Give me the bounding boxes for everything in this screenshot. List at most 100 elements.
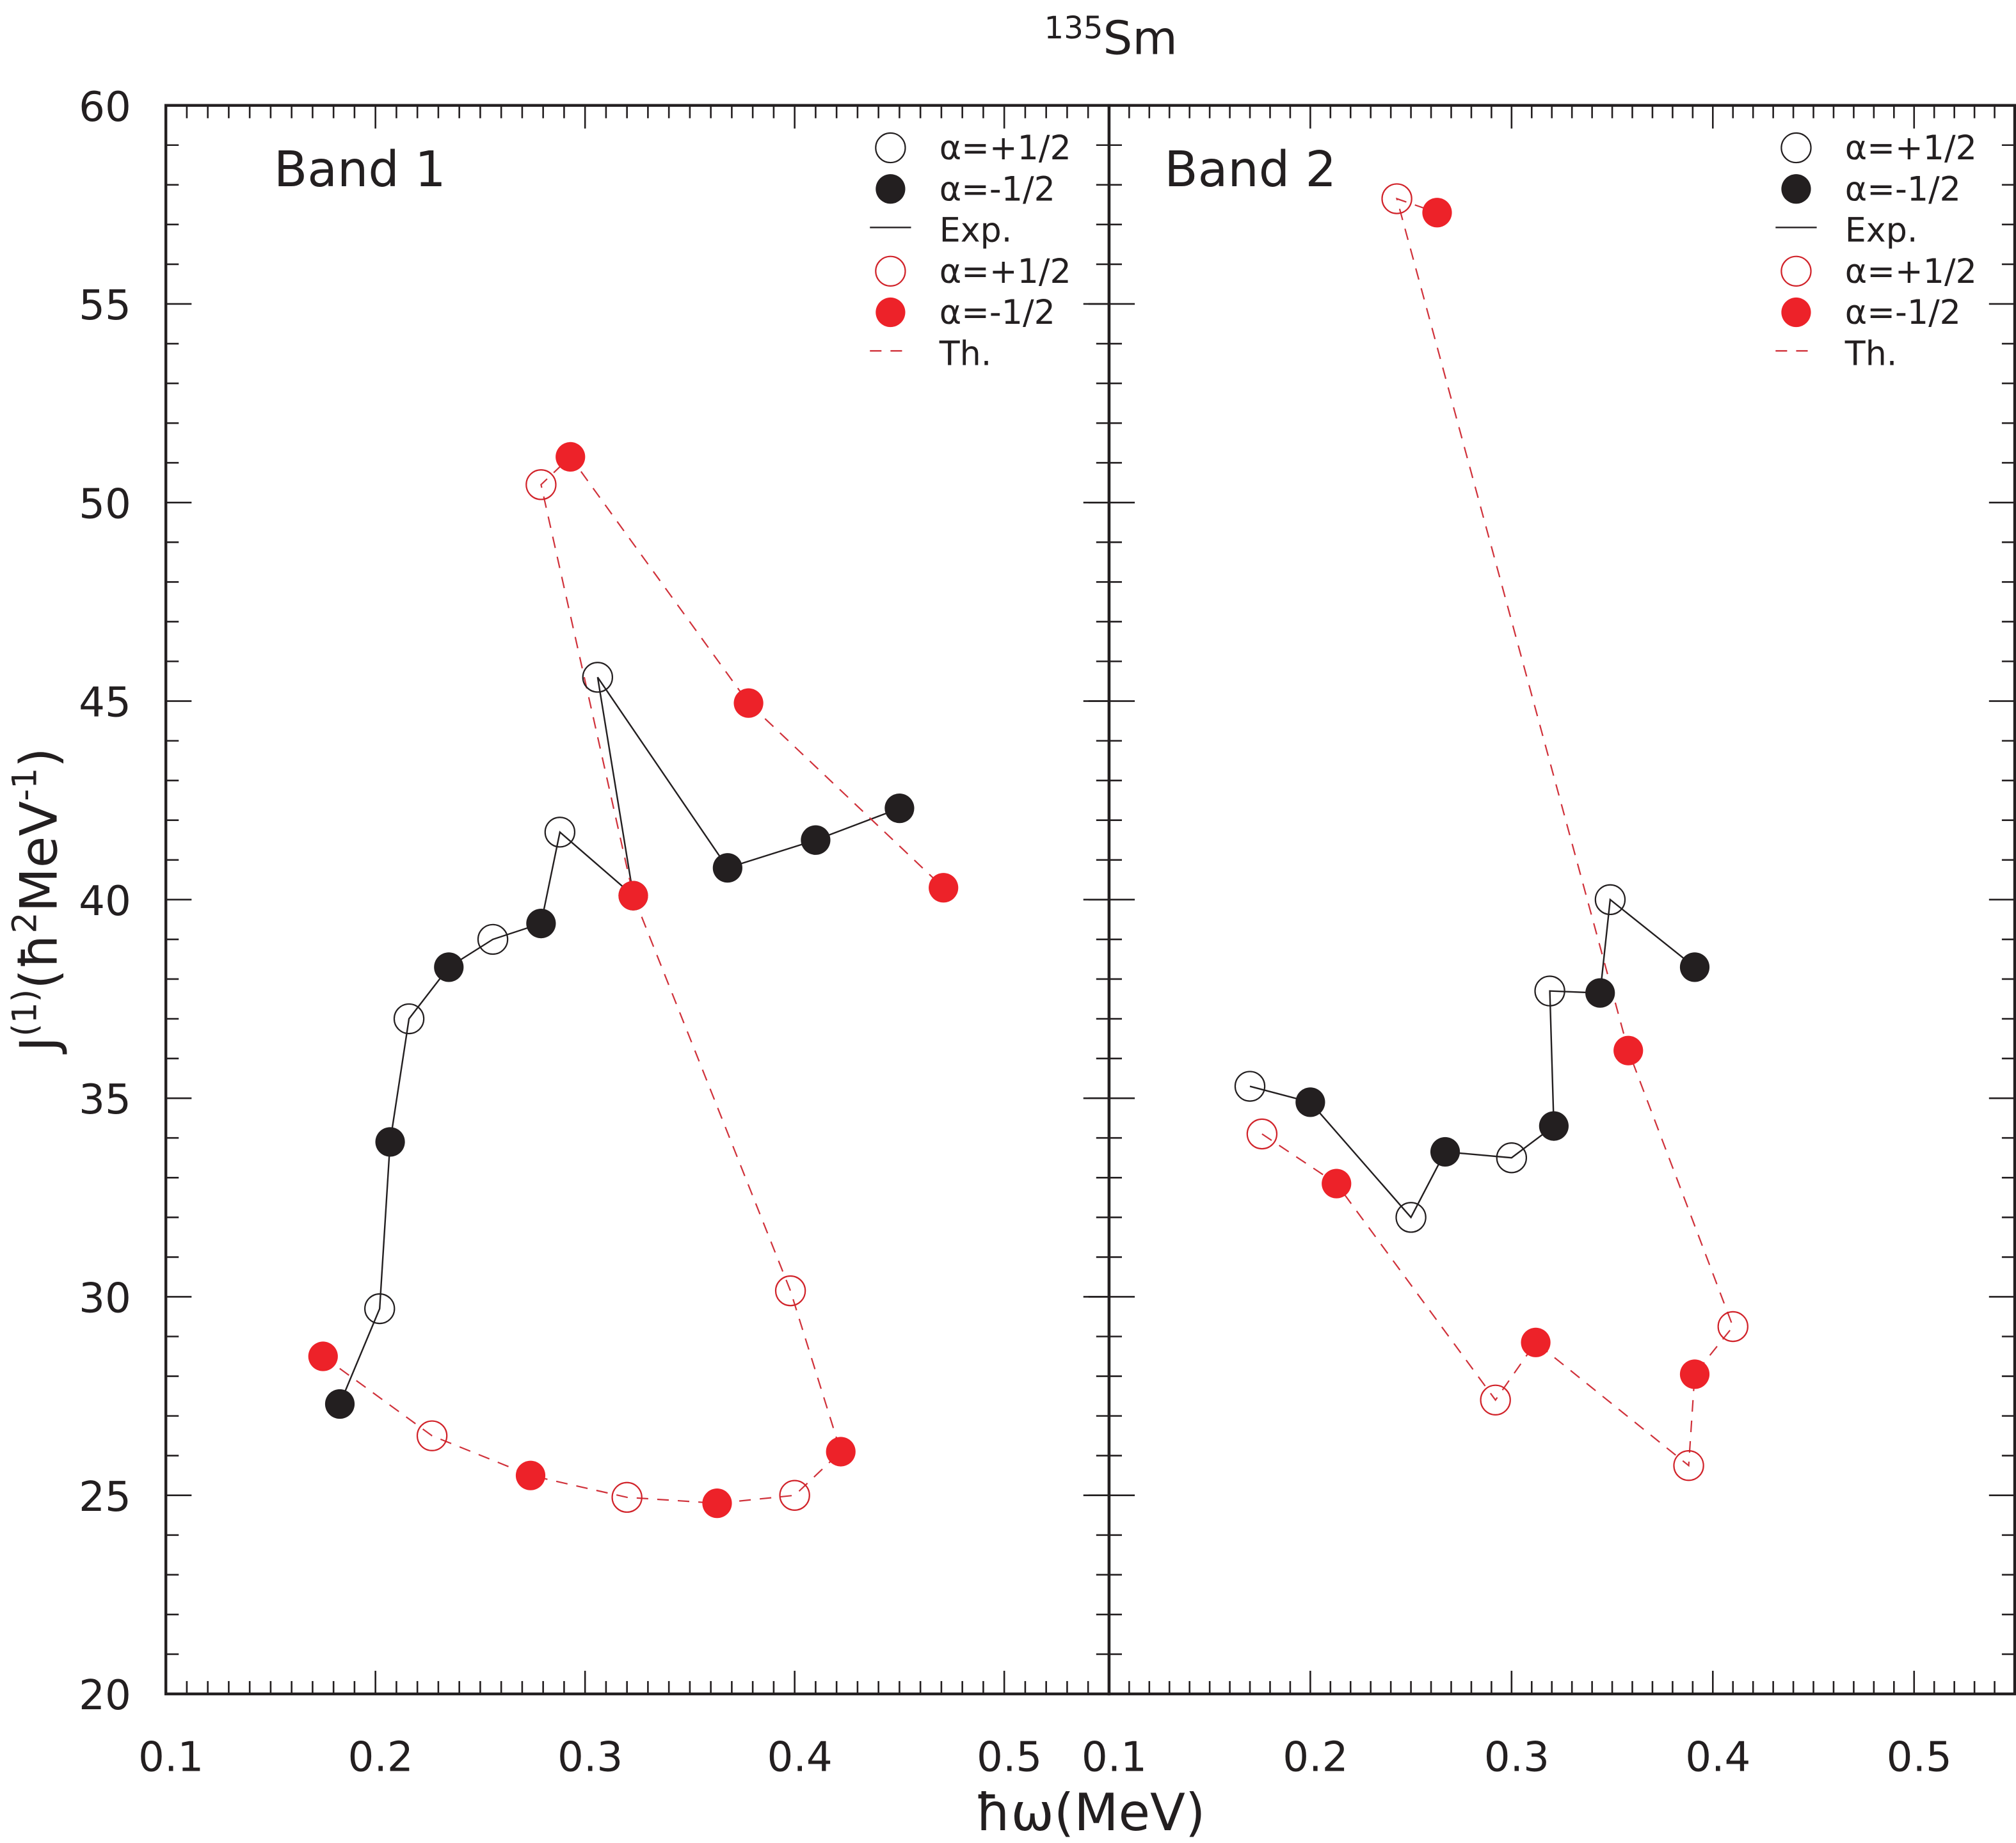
legend-open-circle-icon [875, 255, 906, 287]
y-tick-label: 35 [79, 1076, 131, 1124]
panel-band-2: 0.1 0.2 0.3 0.4 0.5 Band 2 α=+1/2α=-1/2Exp.α=+… [1082, 104, 2016, 1782]
legend-label: α=-1/2 [1845, 294, 1961, 332]
theory-point-alpha-plus-half [779, 1480, 810, 1511]
y-axis-title: J(1)(ħ2MeV-1) [6, 747, 68, 1055]
panel-band-1: 0.1 0.2 0.3 0.4 0.5 20 25 30 35 40 45 50 55 60 Band 1 α… [79, 83, 1111, 1782]
exp-point-alpha-plus-half [477, 923, 509, 955]
y-tick-label: 55 [79, 282, 131, 330]
theory-point-alpha-minus-half [1679, 1359, 1710, 1389]
exp-point-alpha-minus-half [884, 794, 915, 824]
theory-point-alpha-plus-half [1480, 1384, 1511, 1416]
theory-point-alpha-minus-half [618, 881, 648, 911]
legend-label: Th. [939, 335, 992, 373]
legend-label: Exp. [940, 212, 1012, 250]
x-axis-title: ħω(MeV) [975, 1782, 1205, 1842]
exp-point-alpha-minus-half [1539, 1111, 1569, 1141]
ylabel-mid1: (ħ [8, 934, 68, 989]
legend-open-circle-icon [1780, 255, 1812, 287]
legend-label: α=-1/2 [940, 294, 1055, 332]
theory-point-alpha-plus-half [1717, 1311, 1748, 1343]
exp-point-alpha-minus-half [324, 1389, 355, 1419]
exp-point-alpha-minus-half [1679, 952, 1710, 982]
panel-label: Band 1 [274, 141, 446, 198]
title-element: Sm [1103, 12, 1178, 65]
y-tick-label: 30 [79, 1275, 131, 1323]
exp-point-alpha-minus-half [526, 908, 556, 939]
exp-point-alpha-minus-half [375, 1127, 405, 1157]
legend-label: α=-1/2 [940, 170, 1055, 209]
exp-point-alpha-plus-half [582, 662, 614, 693]
legend-label: α=+1/2 [1845, 129, 1977, 168]
legend-filled-circle-icon [876, 174, 906, 204]
legend-filled-circle-icon [1781, 297, 1811, 328]
legend-label: α=+1/2 [1845, 253, 1977, 291]
exp-point-alpha-minus-half [712, 853, 742, 883]
theory-line [1261, 197, 1734, 1467]
exp-point-alpha-plus-half [1594, 884, 1626, 916]
theory-point-alpha-minus-half [826, 1437, 856, 1467]
experiment-line [1249, 898, 1695, 1219]
y-tick-label: 20 [79, 1671, 131, 1719]
theory-point-alpha-minus-half [702, 1488, 732, 1519]
legend-label: α=+1/2 [940, 129, 1071, 168]
theory-point-alpha-minus-half [556, 442, 586, 472]
y-tick-label: 40 [79, 877, 131, 925]
exp-point-alpha-plus-half [1534, 975, 1565, 1007]
experiment-line [339, 676, 900, 1405]
theory-point-alpha-minus-half [1322, 1169, 1352, 1199]
theory-point-alpha-plus-half [525, 469, 557, 500]
exp-point-alpha-plus-half [1234, 1071, 1266, 1102]
theory-point-alpha-minus-half [733, 688, 764, 718]
x-tick-label: 0.3 [557, 1734, 623, 1782]
x-tick-label: 0.2 [348, 1734, 413, 1782]
legend-label: Th. [1844, 335, 1898, 373]
ylabel-base: J [8, 1037, 68, 1055]
theory-point-alpha-minus-half [1521, 1327, 1551, 1357]
theory-point-alpha-minus-half [929, 873, 959, 903]
y-tick-label: 25 [79, 1473, 131, 1521]
theory-point-alpha-minus-half [1422, 198, 1452, 228]
legend-filled-circle-icon [1781, 174, 1811, 204]
x-tick-label: 0.3 [1484, 1734, 1549, 1782]
exp-point-alpha-plus-half [393, 1003, 425, 1035]
exp-point-alpha-minus-half [1585, 978, 1615, 1008]
y-tick-label: 45 [79, 679, 131, 727]
theory-point-alpha-minus-half [1613, 1035, 1644, 1065]
legend-filled-circle-icon [876, 297, 906, 328]
exp-point-alpha-minus-half [801, 825, 831, 855]
theory-point-alpha-plus-half [611, 1481, 643, 1513]
ylabel-end: ) [8, 747, 68, 767]
exp-point-alpha-plus-half [1395, 1202, 1427, 1233]
x-tick-label: 0.2 [1283, 1734, 1348, 1782]
ylabel-sup1: (1) [6, 989, 44, 1037]
theory-point-alpha-minus-half [308, 1341, 338, 1371]
exp-point-alpha-minus-half [434, 952, 464, 982]
ylabel-mid2: MeV [8, 801, 68, 913]
y-tick-label: 50 [79, 480, 131, 528]
theory-point-alpha-plus-half [1673, 1449, 1704, 1481]
x-tick-label: 0.5 [1887, 1734, 1952, 1782]
x-tick-label: 0.1 [1082, 1734, 1147, 1782]
theory-point-alpha-plus-half [774, 1275, 806, 1307]
exp-point-alpha-minus-half [1430, 1137, 1460, 1167]
chart-title-text: 135Sm [1044, 10, 1178, 65]
theory-point-alpha-plus-half [1246, 1118, 1278, 1150]
exp-point-alpha-minus-half [1295, 1087, 1325, 1117]
ylabel-sup3: -1 [6, 768, 44, 801]
x-tick-label: 0.4 [767, 1734, 833, 1782]
exp-point-alpha-plus-half [1496, 1142, 1528, 1174]
legend-open-circle-icon [1780, 132, 1812, 164]
x-tick-label: 0.4 [1685, 1734, 1750, 1782]
panel-label: Band 2 [1164, 141, 1336, 198]
x-tick-label: 0.1 [138, 1734, 204, 1782]
y-axis-title-text: J(1)(ħ2MeV-1) [6, 747, 68, 1055]
legend-open-circle-icon [875, 132, 906, 164]
legend-label: α=-1/2 [1845, 170, 1961, 209]
y-tick-label: 60 [79, 83, 131, 131]
theory-point-alpha-plus-half [416, 1420, 448, 1451]
theory-point-alpha-plus-half [1381, 183, 1412, 214]
title-mass-number: 135 [1044, 10, 1103, 46]
